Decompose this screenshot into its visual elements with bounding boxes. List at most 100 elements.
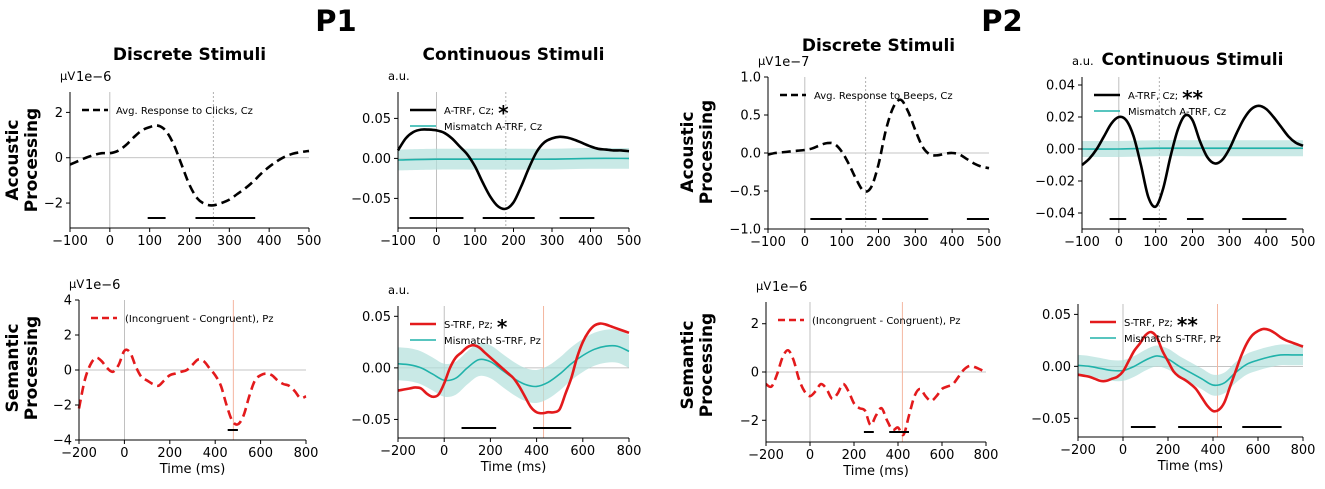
x-tick-label: 400 — [257, 234, 282, 249]
x-axis-label: Time (ms) — [842, 464, 909, 479]
x-tick-label: 300 — [903, 235, 928, 250]
unit-label: a.u. — [388, 69, 410, 83]
panel-title: Continuous Stimuli — [423, 45, 605, 65]
significance-star: * — [498, 101, 509, 125]
y-tick-label: 0.00 — [362, 361, 391, 376]
x-tick-label: 400 — [578, 234, 603, 249]
group-title-p1: P1 — [315, 4, 356, 38]
scale-label: 1e−6 — [85, 278, 120, 293]
panel-p1-sem-disc: −200 0 200 400 600 800 4 2 0 −2 −4 Time (ms) μV 1e−6 (… — [53, 277, 319, 477]
panel-p2-sem-disc: −200 0 200 400 600 800 2 0 −2 Time (ms) μV 1e−6 (Inc… — [740, 279, 999, 479]
y-tick-label: 0.0 — [740, 147, 761, 162]
x-tick-label: 100 — [463, 234, 488, 249]
x-tick-label: 200 — [1180, 235, 1205, 250]
y-tick-label: −0.05 — [1031, 412, 1071, 427]
legend-label: Mismatch S-TRF, Pz — [1124, 334, 1221, 345]
x-tick-label: −100 — [1064, 235, 1100, 250]
y-tick-label: −2 — [53, 399, 72, 414]
panel-title: Discrete Stimuli — [113, 45, 266, 65]
panel-title: Continuous Stimuli — [1102, 50, 1284, 70]
series-line — [1081, 104, 1304, 209]
series-line — [397, 322, 630, 415]
panel-title: Discrete Stimuli — [802, 36, 955, 56]
x-axis-label: Time (ms) — [480, 460, 547, 475]
x-tick-label: 200 — [866, 235, 891, 250]
scale-label: 1e−7 — [774, 55, 809, 70]
legend-label: Mismatch A-TRF, Cz — [1128, 107, 1226, 118]
x-tick-label: 0 — [106, 234, 114, 249]
x-tick-label: 400 — [203, 446, 228, 461]
y-tick-label: −0.04 — [1035, 207, 1075, 222]
y-tick-label: −2 — [740, 414, 759, 429]
y-tick-label: 2 — [751, 317, 759, 332]
scale-label: 1e−6 — [76, 70, 111, 85]
legend-label: Avg. Response to Beeps, Cz — [814, 91, 953, 102]
row-label-acoustic-p2-1: Acoustic — [678, 111, 698, 192]
y-tick-label: 0.04 — [1046, 79, 1075, 94]
x-tick-label: 800 — [974, 448, 999, 463]
y-tick-label: 1.0 — [740, 71, 761, 86]
x-tick-label: −200 — [748, 448, 784, 463]
x-tick-label: 300 — [217, 234, 242, 249]
x-tick-label: 200 — [478, 444, 503, 459]
unit-label: a.u. — [1072, 54, 1094, 68]
x-tick-label: 600 — [930, 448, 955, 463]
y-tick-label: 0.00 — [362, 152, 391, 167]
y-tick-label: −4 — [53, 434, 72, 449]
x-tick-label: 0 — [806, 448, 814, 463]
series-band — [398, 329, 629, 404]
x-tick-label: 300 — [1217, 235, 1242, 250]
y-tick-label: 0 — [64, 364, 72, 379]
y-tick-label: −0.5 — [729, 185, 761, 200]
x-tick-label: 600 — [570, 444, 595, 459]
panel-p1-ac-cont: −100 0 100 200 300 400 500 0.05 0.00 −0.05 Continu… — [351, 45, 641, 249]
x-axis-label: Time (ms) — [1157, 459, 1224, 474]
series-line — [767, 98, 990, 193]
x-tick-label: 100 — [137, 234, 162, 249]
x-tick-label: 400 — [1254, 235, 1279, 250]
unit-label: μV — [69, 277, 84, 291]
y-tick-label: −0.05 — [351, 192, 391, 207]
x-tick-label: 800 — [1291, 443, 1316, 458]
series-line — [77, 348, 307, 426]
group-title-p2: P2 — [981, 4, 1022, 38]
legend-label: A-TRF, Cz; — [444, 106, 494, 117]
x-tick-label: 200 — [177, 234, 202, 249]
legend-label: Mismatch A-TRF, Cz — [444, 122, 542, 133]
y-tick-label: −0.05 — [351, 413, 391, 428]
x-tick-label: 400 — [886, 448, 911, 463]
x-tick-label: 500 — [297, 234, 322, 249]
x-tick-label: 800 — [617, 444, 642, 459]
x-tick-label: −100 — [750, 235, 786, 250]
legend-label: Mismatch S-TRF, Pz — [444, 336, 541, 347]
panel-p2-ac-cont: −100 0 100 200 300 400 500 0.04 0.02 0.00 −0.02 −0.… — [1035, 50, 1315, 250]
x-tick-label: 0 — [120, 446, 128, 461]
panel-p1-sem-cont: −200 0 200 400 600 800 0.05 0.00 −0.05 Time (ms) a… — [351, 283, 641, 475]
significance-star: ** — [1182, 86, 1203, 110]
x-axis-label: Time (ms) — [159, 462, 226, 477]
x-tick-label: −100 — [380, 234, 416, 249]
x-tick-label: −200 — [61, 446, 97, 461]
y-tick-label: −0.02 — [1035, 175, 1075, 190]
x-tick-label: 500 — [1291, 235, 1316, 250]
row-label-semantic-1: Semantic — [3, 323, 23, 412]
y-tick-label: 2 — [64, 329, 72, 344]
row-label-acoustic-p2-2: Processing — [697, 100, 717, 204]
x-tick-label: 600 — [248, 446, 273, 461]
y-tick-label: 0 — [751, 366, 759, 381]
legend-label: Avg. Response to Clicks, Cz — [116, 106, 253, 117]
significance-star: * — [497, 315, 508, 339]
x-tick-label: 400 — [1201, 443, 1226, 458]
y-tick-label: 0.02 — [1046, 111, 1075, 126]
legend-label: A-TRF, Cz; — [1128, 91, 1178, 102]
y-tick-label: 0.00 — [1046, 143, 1075, 158]
y-tick-label: 0 — [55, 151, 63, 166]
series-line — [69, 124, 310, 207]
series-line — [396, 128, 630, 211]
series-band — [1078, 344, 1303, 396]
x-tick-label: 100 — [829, 235, 854, 250]
x-tick-label: −200 — [380, 444, 416, 459]
series-line — [765, 348, 987, 437]
y-tick-label: 0.00 — [1042, 360, 1071, 375]
